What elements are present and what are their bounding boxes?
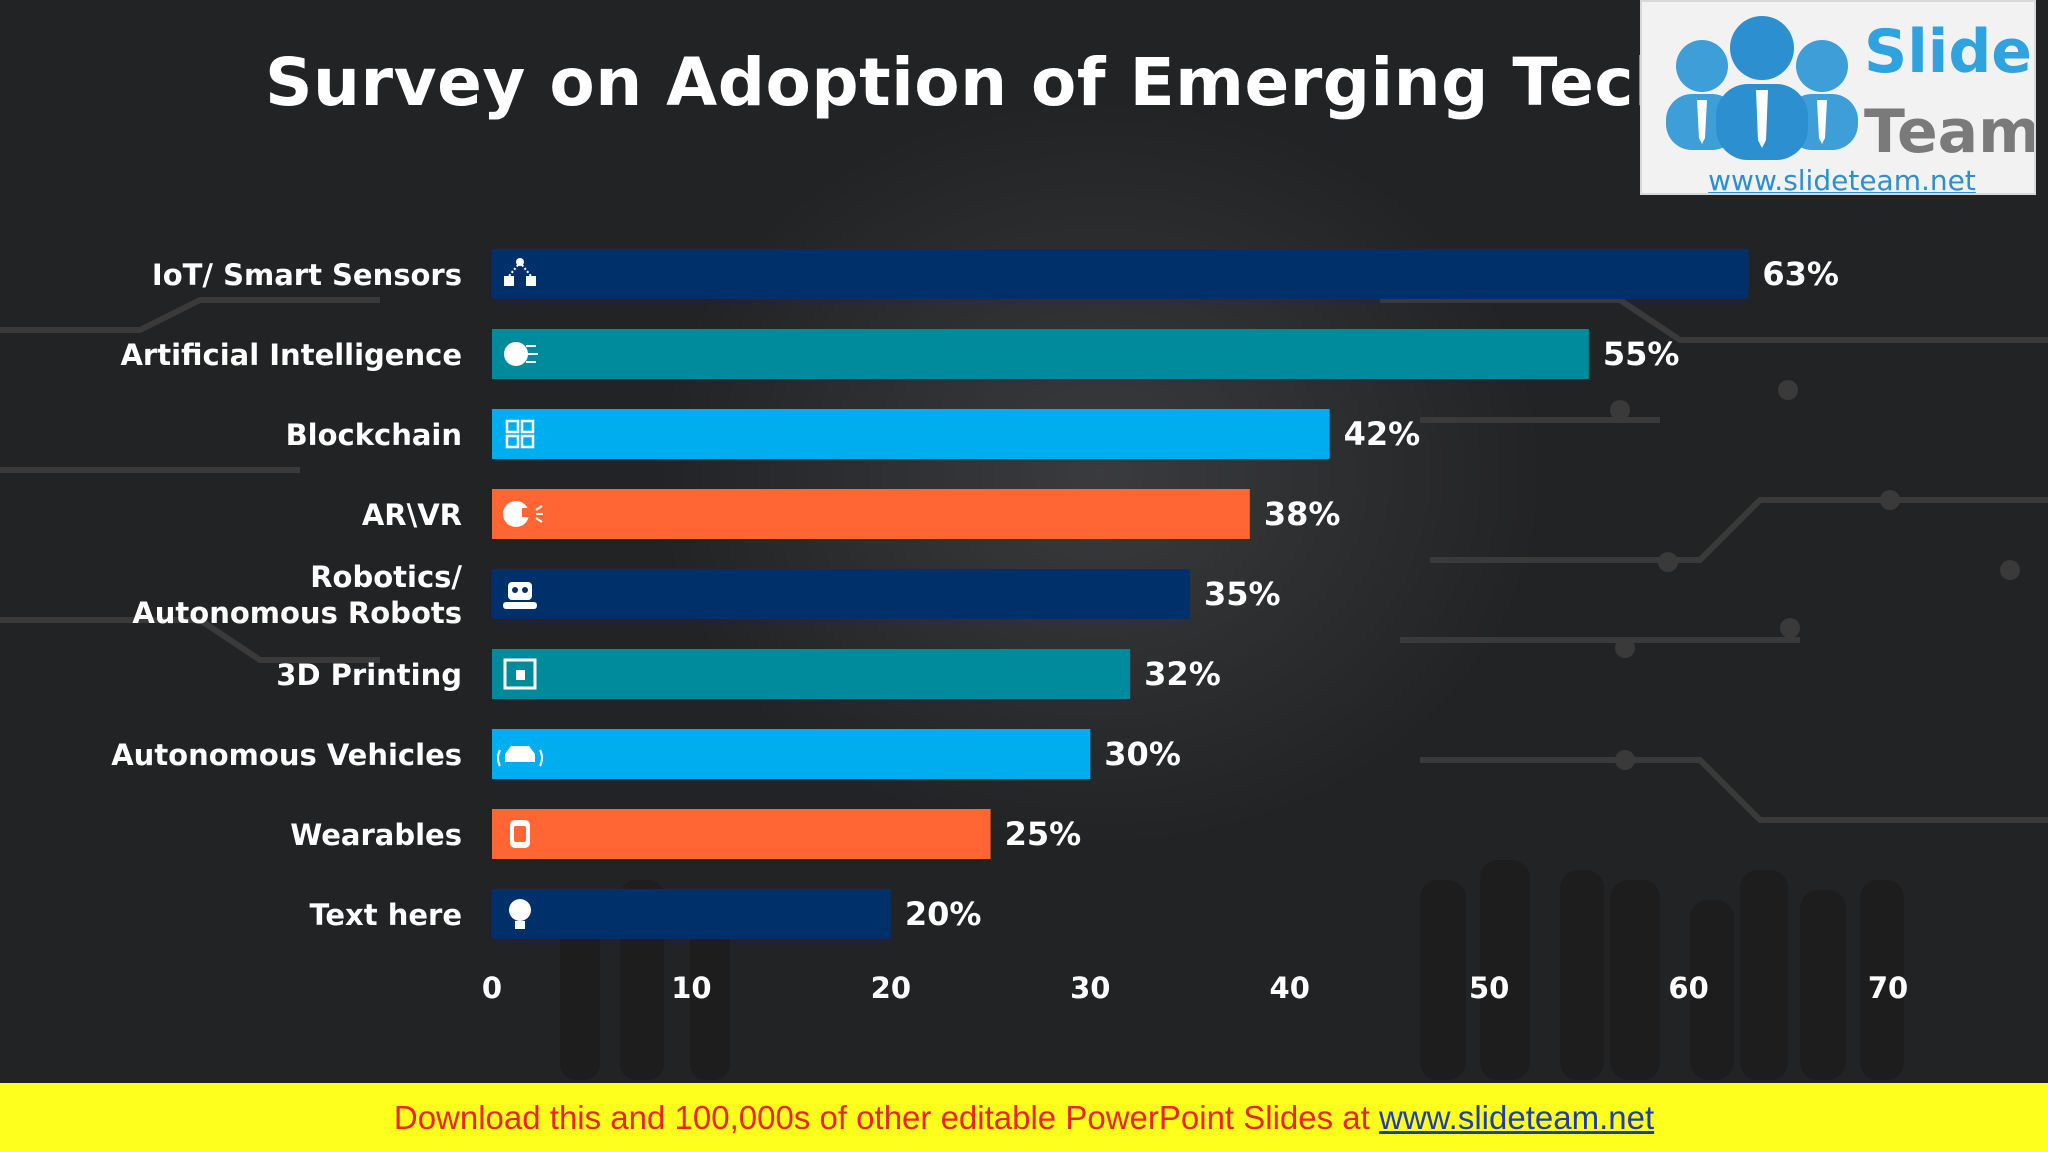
bar-chart: IoT/ Smart Sensors Artificial Intelligenc… xyxy=(111,249,1908,1005)
x-tick-label-5: 50 xyxy=(1469,971,1509,1005)
blockchain-icon xyxy=(505,419,535,449)
value-label-3: 38% xyxy=(1264,495,1341,533)
bar-5 xyxy=(492,649,1131,699)
bars-group xyxy=(492,249,1749,939)
category-label-2: Blockchain xyxy=(286,418,462,452)
x-tick-label-2: 20 xyxy=(871,971,911,1005)
bar-2 xyxy=(492,409,1330,459)
category-label-4-line-0: Robotics/ xyxy=(310,560,462,594)
category-label-6: Autonomous Vehicles xyxy=(111,738,462,772)
value-label-6: 30% xyxy=(1104,735,1181,773)
value-label-4: 35% xyxy=(1204,575,1281,613)
x-tick-label-1: 10 xyxy=(671,971,711,1005)
vr-headset-icon xyxy=(503,501,543,527)
logo-word-slide: Slide xyxy=(1864,17,2032,87)
category-label-0: IoT/ Smart Sensors xyxy=(152,258,462,292)
logo-word-team: Team xyxy=(1864,97,2036,167)
value-label-1: 55% xyxy=(1603,335,1680,373)
footer-link[interactable]: www.slideteam.net xyxy=(1379,1099,1655,1136)
category-labels: IoT/ Smart Sensors Artificial Intelligenc… xyxy=(111,258,462,932)
category-label-5: 3D Printing xyxy=(276,658,462,692)
slideteam-logo: Slide Team www.slideteam.net xyxy=(1640,0,2036,195)
bar-8 xyxy=(492,889,891,939)
x-tick-label-7: 70 xyxy=(1868,971,1908,1005)
x-axis-ticks: 0 10 20 30 40 50 60 70 xyxy=(482,971,1908,1005)
value-label-8: 20% xyxy=(905,895,982,933)
logo-url[interactable]: www.slideteam.net xyxy=(1708,164,1976,195)
value-label-7: 25% xyxy=(1005,815,1082,853)
iot-network-icon xyxy=(504,258,536,286)
bar-3 xyxy=(492,489,1250,539)
people-logo-icon xyxy=(1666,16,1858,160)
footer-banner: Download this and 100,000s of other edit… xyxy=(0,1083,2048,1152)
bar-6 xyxy=(492,729,1091,779)
lightbulb-icon xyxy=(509,899,531,929)
category-label-4-line-1: Autonomous Robots xyxy=(132,596,462,630)
category-label-3: AR\VR xyxy=(362,498,462,532)
bar-4 xyxy=(492,569,1190,619)
x-tick-label-3: 30 xyxy=(1070,971,1110,1005)
autonomous-car-icon xyxy=(497,746,543,767)
x-tick-label-6: 60 xyxy=(1668,971,1708,1005)
bar-icons xyxy=(497,258,543,929)
robot-icon xyxy=(503,582,537,609)
3d-printer-icon xyxy=(503,658,537,690)
value-label-0: 63% xyxy=(1762,255,1839,293)
x-tick-label-4: 40 xyxy=(1270,971,1310,1005)
value-label-5: 32% xyxy=(1144,655,1221,693)
footer-text: Download this and 100,000s of other edit… xyxy=(393,1099,1379,1136)
bar-1 xyxy=(492,329,1589,379)
x-tick-label-0: 0 xyxy=(482,971,502,1005)
smartwatch-icon xyxy=(510,820,530,848)
value-labels: 63% 55% 42% 38% 35% 32% 30% 25% 20% xyxy=(905,255,1839,933)
ai-brain-icon xyxy=(504,342,538,366)
category-label-8: Text here xyxy=(309,898,462,932)
bar-0 xyxy=(492,249,1749,299)
bar-7 xyxy=(492,809,991,859)
value-label-2: 42% xyxy=(1344,415,1421,453)
category-label-1: Artificial Intelligence xyxy=(120,338,462,372)
category-label-7: Wearables xyxy=(290,818,462,852)
